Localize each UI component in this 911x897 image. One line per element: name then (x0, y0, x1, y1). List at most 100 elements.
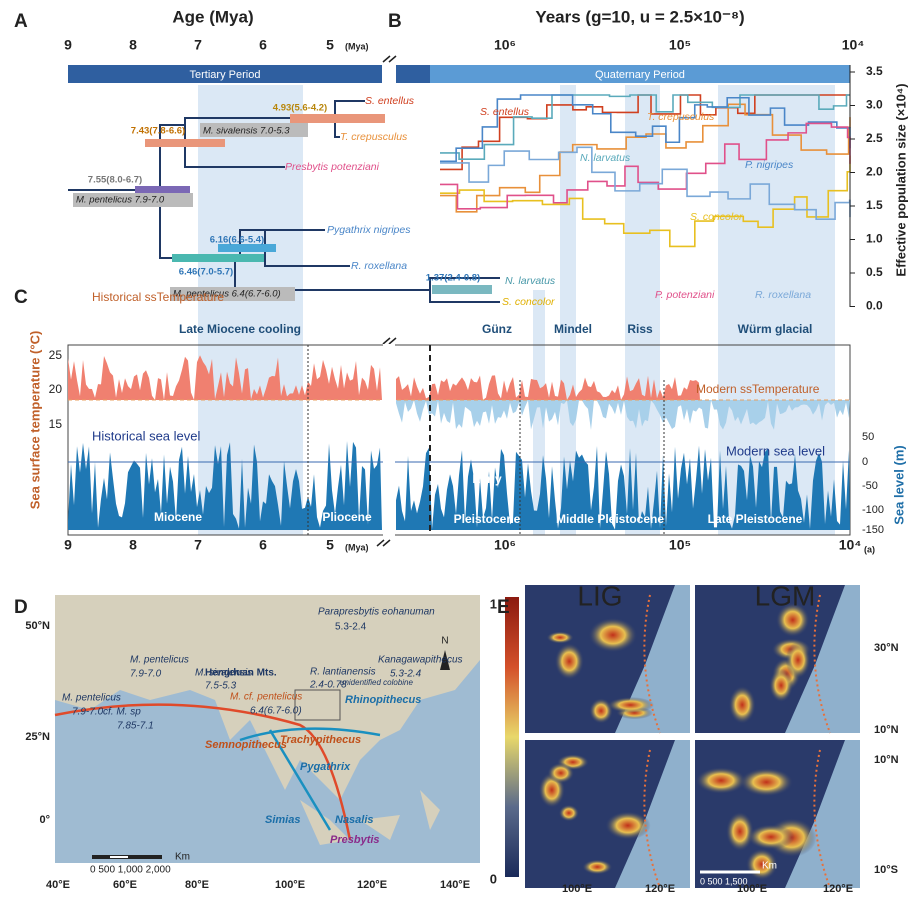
top-tick-label: 6 (259, 37, 267, 53)
psmc-curves (440, 94, 851, 248)
top-tick-label: 5 (326, 37, 334, 53)
event-label: Riss (627, 322, 653, 336)
suitability-patch (588, 617, 638, 653)
curve-label: P. nigripes (745, 159, 794, 171)
suitability-patch (554, 643, 585, 680)
colorbar-label: 1 (490, 596, 497, 611)
axis-unit: (Mya) (345, 542, 369, 552)
lon-label: 120°E (823, 883, 853, 895)
map-label: 5.3-2.4 (335, 622, 367, 633)
lat-label: 25°N (25, 731, 50, 743)
epoch-label: Pleistocene (454, 512, 521, 526)
wallace-line (813, 749, 831, 889)
taxon-label: S. entellus (365, 95, 415, 107)
node-age: 4.93(5.6-4.2) (273, 103, 327, 114)
lat-label: 50°N (25, 620, 50, 632)
node-age: 7.43(7.8-6.6) (131, 126, 185, 137)
y-tick-label: 15 (49, 417, 63, 431)
genus-label: Presbytis (330, 834, 380, 846)
genus-label: Nasalis (335, 814, 374, 826)
psmc-curve (440, 94, 850, 171)
scale-unit: Km (175, 852, 190, 863)
legend-label: Historical sea level (92, 428, 200, 443)
divergence-bars (73, 114, 492, 301)
event-lines (307, 345, 665, 535)
y-tick-label: 25 (49, 348, 63, 362)
y2-tick-label: -100 (862, 504, 884, 516)
genus-label: Rhinopithecus (345, 694, 421, 706)
fossil-label: M. pentelicus 7.9-7.0 (76, 195, 165, 206)
wallace-line (813, 594, 831, 734)
epoch-label: Late Pleistocene (708, 512, 803, 526)
psmc-curve (440, 146, 851, 221)
y-axis-title: Effective population size (×10⁴) (893, 83, 908, 276)
map-label: 6.4(6.7-6.0) (250, 706, 302, 717)
bottom-tick-label: 10⁶ (494, 537, 516, 553)
bottom-tick-label: 5 (326, 537, 334, 553)
event-label: Late Miocene cooling (179, 322, 301, 336)
suitability-patch (725, 811, 754, 852)
bottom-tick-label: 8 (129, 537, 137, 553)
suitability-patch (747, 824, 795, 850)
quaternary-start (396, 65, 430, 83)
bottom-tick-label: 6 (259, 537, 267, 553)
event-label: Günz (482, 322, 512, 336)
y-axis-title: Sea surface temperature (°C) (27, 331, 42, 510)
curve-label: S. entellus (480, 106, 530, 118)
panel-letter: B (388, 11, 402, 32)
genus-label: Pygathrix (300, 761, 351, 773)
y2-tick-label: 0 (862, 456, 868, 468)
event-label: Mindel (554, 322, 592, 336)
genus-label: Simias (265, 814, 300, 826)
tertiary-bar (68, 65, 382, 83)
quaternary-bar (396, 65, 850, 83)
map-label: M. cf. pentelicus (230, 692, 302, 703)
taxon-label: T. crepusculus (340, 131, 408, 143)
scale-ticks: 0 500 1,500 (700, 876, 748, 886)
north-arrow: N (441, 636, 448, 647)
lon-label: 60°E (113, 879, 137, 891)
axis-breaks (376, 55, 397, 547)
map-label: M. sivalensis (195, 668, 252, 679)
lat-label: 0° (39, 814, 50, 826)
psmc-curve (440, 122, 851, 210)
map-label: 5.3-2.4 (390, 669, 422, 680)
map-label: 7.85-7.1 (117, 721, 154, 732)
climate-areas (68, 355, 850, 530)
taxon-label: Presbytis potenziani (285, 161, 380, 173)
wallace-line (643, 594, 661, 734)
y-tick-label: 2.5 (866, 131, 883, 145)
taxon-label: N. larvatus (505, 275, 556, 287)
y-tick-label: 0.0 (866, 299, 883, 313)
colorbar-label: 0 (490, 871, 497, 886)
lon-label: 40°E (46, 879, 70, 891)
scale-ticks: 0 500 1,000 2,000 (90, 865, 171, 876)
y-tick-label: 20 (49, 382, 63, 396)
panel-letter: A (14, 11, 28, 32)
map-label: Kanagawapithecus (378, 655, 463, 666)
period-label: Tertiary Period (190, 69, 261, 81)
psmc-curve (440, 94, 850, 161)
top-tick-label: 8 (129, 37, 137, 53)
epoch-label: Middle Pleistocene (556, 512, 664, 526)
lat-label: 30°N (874, 642, 899, 654)
c-frame (67, 344, 851, 536)
curve-label: R. roxellana (755, 289, 811, 301)
y-tick-label: 3.0 (866, 98, 883, 112)
climate-area (396, 375, 700, 400)
y2-tick-label: -150 (862, 524, 884, 536)
suitability-patch (605, 811, 651, 840)
panel-letter: E (497, 597, 510, 618)
y-axis-title: Sea level (m) (891, 445, 906, 525)
axis-title: Years (g=10, u = 2.5×10⁻⁸) (535, 7, 744, 26)
map-label: M. pentelicus (130, 655, 189, 666)
bottom-tick-label: 10⁴ (839, 537, 862, 553)
climate-bands (198, 85, 835, 535)
y-tick-label: 1.0 (866, 232, 883, 246)
map-label: 7.9-7.0 (72, 707, 104, 718)
node-age: 1.37(2.4-0.8) (426, 273, 480, 284)
map-label: 7.5-5.3 (205, 681, 237, 692)
suitability-patch (769, 668, 794, 703)
map-label: cf. M. sp (103, 707, 141, 718)
